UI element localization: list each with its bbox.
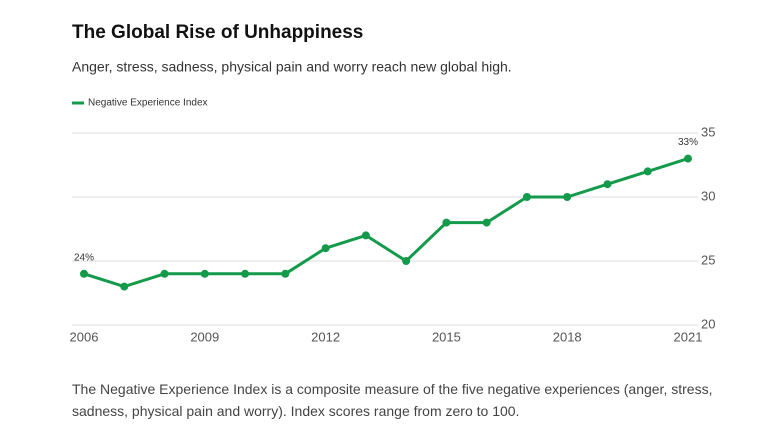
y-tick-label: 30	[701, 188, 715, 203]
point	[160, 269, 169, 278]
point	[402, 257, 411, 265]
x-tick-label: 2012	[311, 329, 340, 344]
data-label: 24%	[74, 252, 94, 263]
legend-label: Negative Experience Index	[88, 98, 208, 109]
x-tick-label: 2009	[190, 329, 219, 344]
chart-subtitle: Anger, stress, sadness, physical pain an…	[72, 59, 512, 75]
y-tick-label: 20	[701, 316, 715, 331]
point	[522, 193, 531, 201]
line	[83, 157, 689, 289]
y-tick-label: 35	[701, 124, 715, 139]
x-tick-label: 2006	[70, 329, 99, 344]
point	[281, 269, 290, 278]
point	[241, 269, 250, 278]
x-tick-label: 2015	[432, 329, 461, 344]
point	[120, 282, 129, 291]
point	[643, 167, 652, 176]
point	[80, 269, 88, 278]
point	[603, 180, 612, 189]
note: The Negative Experience Index is a compo…	[72, 381, 712, 419]
x-tick-label: 2021	[674, 329, 703, 344]
point	[200, 269, 209, 278]
point	[482, 218, 491, 227]
data-label: 33%	[678, 137, 698, 148]
point	[684, 154, 692, 163]
x-tick-label: 2018	[553, 329, 582, 344]
point	[563, 193, 572, 201]
y-tick-label: 25	[701, 252, 715, 267]
point	[361, 231, 370, 240]
point	[321, 244, 330, 253]
chart-title: The Global Rise of Unhappiness	[72, 22, 363, 43]
point	[442, 218, 451, 227]
